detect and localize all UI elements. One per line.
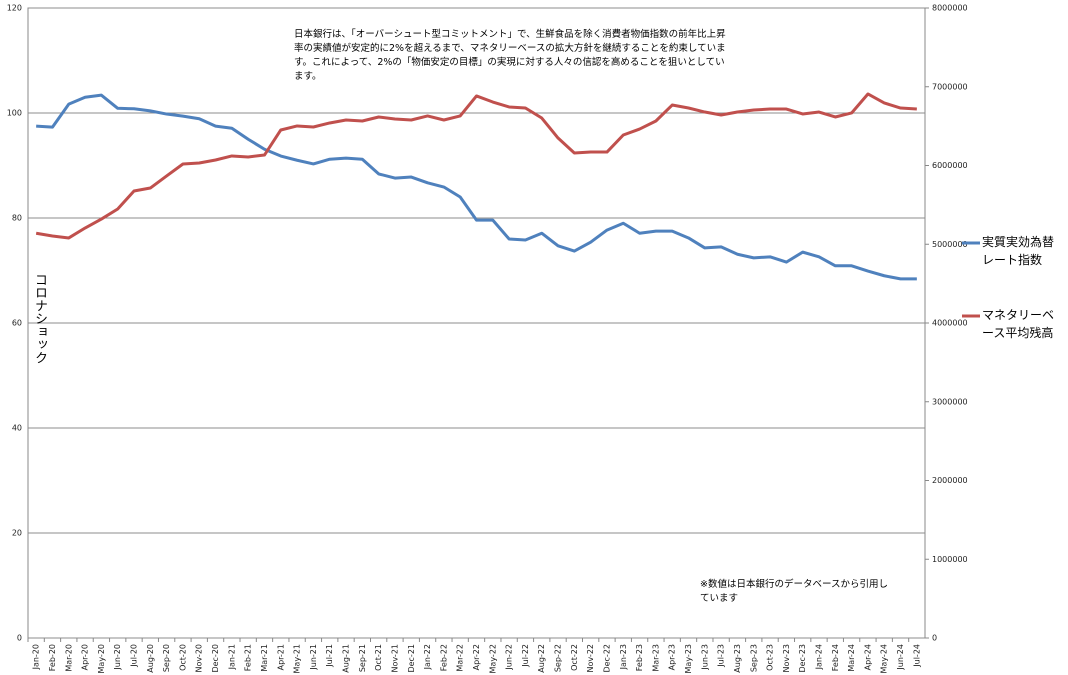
line-series — [36, 93, 917, 281]
x-tick-label: Jul-22 — [521, 644, 530, 668]
x-tick-label: Mar-22 — [456, 644, 465, 672]
x-tick-label: Oct-21 — [374, 644, 383, 671]
line-series — [35, 92, 917, 240]
x-tick-label: Aug-20 — [146, 644, 155, 673]
x-tick-label: Aug-23 — [733, 644, 742, 673]
x-tick-label: Dec-22 — [602, 644, 611, 673]
y2-tick-label: 4000000 — [932, 319, 968, 328]
x-tick-label: Apr-23 — [668, 644, 677, 670]
y2-tick-label: 0 — [932, 634, 937, 643]
x-tick-label: Sep-22 — [554, 644, 563, 672]
x-tick-label: Dec-20 — [211, 644, 220, 673]
annotation: 日本銀行は、「オーバーシュート型コミットメント」で、生鮮食品を除く消費者物価指数… — [294, 29, 726, 82]
x-tick-label: Jan-22 — [423, 644, 432, 670]
x-tick-label: Sep-21 — [358, 644, 367, 672]
y-tick-label: 40 — [12, 424, 22, 433]
y-tick-label: 120 — [7, 4, 22, 13]
x-tick-label: Jun-22 — [505, 644, 514, 671]
y-tick-label: 0 — [17, 634, 22, 643]
x-tick-label: Feb-23 — [635, 644, 644, 671]
x-tick-label: Oct-23 — [766, 644, 775, 671]
x-tick-label: Jan-20 — [32, 644, 41, 670]
x-tick-label: Jun-24 — [896, 644, 905, 671]
y2-tick-label: 8000000 — [932, 4, 968, 13]
x-tick-label: Jul-21 — [325, 644, 334, 668]
x-tick-label: Apr-22 — [472, 644, 481, 670]
x-tick-label: Sep-23 — [749, 644, 758, 672]
y-tick-label: 60 — [12, 319, 22, 328]
x-tick-label: Nov-22 — [586, 644, 595, 672]
y2-tick-label: 6000000 — [932, 161, 968, 170]
x-tick-label: Apr-20 — [81, 644, 90, 670]
x-tick-label: Sep-20 — [162, 644, 171, 672]
y-tick-label: 100 — [7, 109, 22, 118]
legend-label: 実質実効為替レート指数 — [982, 235, 1055, 267]
x-tick-label: Mar-20 — [64, 644, 73, 672]
x-tick-label: Aug-21 — [342, 644, 351, 673]
y-tick-label: 20 — [12, 529, 22, 538]
x-tick-label: Jul-23 — [717, 644, 726, 668]
x-tick-label: Jun-21 — [309, 644, 318, 671]
x-tick-label: Feb-20 — [48, 644, 57, 671]
x-tick-label: Jul-24 — [912, 644, 921, 668]
y2-tick-label: 5000000 — [932, 240, 968, 249]
x-tick-label: Jan-23 — [619, 644, 628, 670]
x-tick-label: May-21 — [293, 644, 302, 673]
x-tick-label: Feb-22 — [439, 644, 448, 671]
y2-tick-label: 7000000 — [932, 82, 968, 91]
x-tick-label: May-22 — [488, 644, 497, 673]
x-tick-label: Oct-22 — [570, 644, 579, 671]
x-tick-label: Nov-23 — [782, 644, 791, 672]
y2-tick-label: 1000000 — [932, 555, 968, 564]
x-tick-label: Dec-23 — [798, 644, 807, 673]
x-tick-label: Nov-20 — [195, 644, 204, 672]
y2-tick-label: 3000000 — [932, 397, 968, 406]
x-tick-label: Apr-21 — [276, 644, 285, 670]
y-tick-label: 80 — [12, 214, 22, 223]
x-tick-label: Mar-21 — [260, 644, 269, 672]
x-tick-label: Jun-20 — [113, 644, 122, 671]
x-tick-label: Nov-21 — [390, 644, 399, 672]
x-tick-label: Oct-20 — [178, 644, 187, 671]
annotation: コロナショック — [32, 273, 47, 364]
x-tick-label: Feb-21 — [244, 644, 253, 671]
x-tick-label: May-23 — [684, 644, 693, 673]
x-tick-label: May-24 — [880, 644, 889, 673]
x-tick-label: Jun-23 — [700, 644, 709, 671]
annotation: ※数値は日本銀行のデータベースから引用しています — [700, 579, 888, 604]
x-tick-label: Jan-24 — [814, 644, 823, 670]
y2-tick-label: 2000000 — [932, 476, 968, 485]
x-tick-label: Dec-21 — [407, 644, 416, 673]
x-tick-label: Mar-24 — [847, 644, 856, 672]
legend-label: マネタリーベース平均残高 — [982, 308, 1055, 340]
x-tick-label: May-20 — [97, 644, 106, 673]
x-tick-label: Feb-24 — [831, 644, 840, 671]
x-tick-label: Apr-24 — [863, 644, 872, 670]
x-tick-label: Mar-23 — [651, 644, 660, 672]
x-tick-label: Jul-20 — [130, 644, 139, 668]
x-tick-label: Jan-21 — [227, 644, 236, 670]
x-tick-label: Aug-22 — [537, 644, 546, 673]
